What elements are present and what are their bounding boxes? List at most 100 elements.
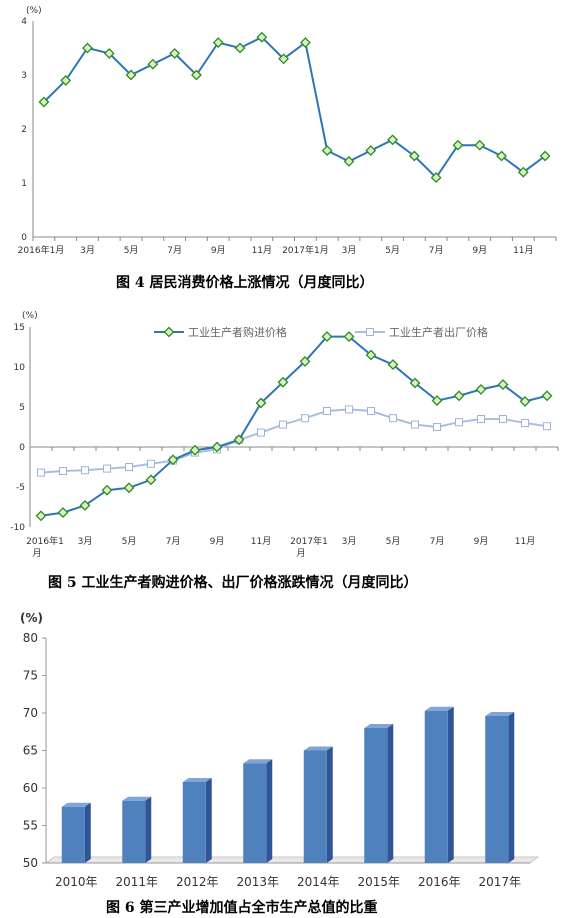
chart-6-bar xyxy=(485,716,509,863)
chart-4-point xyxy=(278,53,290,65)
chart-5-series-1-point xyxy=(35,510,47,522)
chart-5-ytick-label: 0 xyxy=(19,443,25,453)
chart-5-legend-marker xyxy=(366,328,374,336)
chart-4-point xyxy=(212,37,224,49)
chart-5-series-2-point xyxy=(477,415,485,423)
chart-5-legend-label: 工业生产者购进价格 xyxy=(188,325,287,339)
chart-5-series-2-point xyxy=(455,418,463,427)
chart-6-bar-top xyxy=(243,759,273,764)
chart-5-series-2-point xyxy=(191,448,199,457)
chart-5-series-2-point xyxy=(103,464,111,473)
chart-4-point xyxy=(60,74,72,86)
chart-6-bar-top xyxy=(424,706,454,711)
chart-4-point xyxy=(125,69,137,81)
chart-5-series-1-point xyxy=(321,331,333,343)
chart-5-series-2-point xyxy=(37,468,45,477)
chart-4-point xyxy=(365,145,377,157)
chart-5-series-1-point xyxy=(431,395,443,407)
chart-6-ytick-label: 60 xyxy=(23,781,38,795)
chart-5-series-2-point xyxy=(543,422,551,431)
chart-4-point xyxy=(496,150,507,162)
chart-4-ytick-label: 1 xyxy=(21,179,27,189)
chart-6-bar-top xyxy=(485,712,515,716)
chart-5-xtick-label: 3月 xyxy=(78,536,93,547)
chart-5-series-2-point xyxy=(301,414,309,423)
chart-5-series-1-point xyxy=(475,383,487,395)
chart-4-xtick-label: 9月 xyxy=(211,245,226,256)
chart-5-series-2-point xyxy=(257,428,265,437)
chart-5-series-2-point xyxy=(279,420,287,429)
chart-6-bar xyxy=(364,728,388,863)
chart-6-caption: 图 6 第三产业增加值占全市生产总值的比重 xyxy=(106,900,378,916)
chart-5-xtick-label: 月 xyxy=(296,548,305,559)
chart-4-ytick-label: 4 xyxy=(21,17,27,27)
chart-4-ytick-label: 3 xyxy=(21,71,27,81)
chart-4-xtick-label: 3月 xyxy=(80,245,95,256)
chart-5-series-1-point xyxy=(255,397,267,409)
chart-5-series-1-point xyxy=(277,376,289,388)
chart-6-ytick-label: 80 xyxy=(23,631,38,645)
chart-5-ytick-label: 10 xyxy=(14,363,26,373)
chart-4-point xyxy=(191,69,202,81)
chart-6-xtick-label: 2016年 xyxy=(418,875,461,889)
chart-4-xtick-label: 3月 xyxy=(342,245,357,256)
chart-5-xtick-label: 11月 xyxy=(515,536,535,547)
chart-4-xtick-label: 7月 xyxy=(167,245,182,256)
chart-5-series-2-point xyxy=(433,423,441,431)
chart-5-series-2-point xyxy=(499,415,507,423)
chart-6-bar-side xyxy=(447,706,454,863)
chart-4-ytick-label: 2 xyxy=(21,125,27,135)
chart-4-point xyxy=(82,42,93,54)
chart-5-xtick-label: 月 xyxy=(32,548,41,559)
chart-4-point xyxy=(38,96,50,108)
chart-4-point xyxy=(387,134,398,146)
chart-5-ylabel: (%) xyxy=(22,311,38,321)
chart-6-bar xyxy=(424,710,448,863)
chart-6-ytick-label: 55 xyxy=(23,819,38,833)
chart-5-xtick-label: 11月 xyxy=(251,536,271,547)
chart-5-xtick-label: 5月 xyxy=(122,536,137,547)
chart-5-xtick-label: 7月 xyxy=(166,536,181,547)
chart-5-series-1-point xyxy=(211,441,223,453)
chart-6-bar-side xyxy=(266,759,273,863)
chart-5-series-2-point xyxy=(389,414,397,423)
chart-5-series-2-line xyxy=(40,408,548,474)
chart-6-bar-side xyxy=(387,724,394,863)
chart-5-xtick-label: 9月 xyxy=(210,536,225,547)
chart-6-xtick-label: 2010年 xyxy=(55,875,98,889)
chart-6-ytick-label: 75 xyxy=(23,669,38,683)
chart-6-ytick-label: 50 xyxy=(23,856,38,870)
chart-4-point xyxy=(517,166,529,178)
chart-4-xtick-label: 2016年1月 xyxy=(18,244,65,256)
chart-5-series-1-point xyxy=(123,482,135,494)
chart-5-series-2-point xyxy=(323,407,331,415)
chart-5-legend-marker xyxy=(163,326,175,338)
chart-4-xtick-label: 5月 xyxy=(124,245,139,256)
chart-4-point xyxy=(430,172,442,184)
chart-5-series-2-point xyxy=(169,456,177,465)
chart-5-series-1-point xyxy=(519,395,531,407)
chart-4-xtick-label: 9月 xyxy=(472,245,487,256)
chart-6-bar-side xyxy=(145,796,152,863)
chart-5-series-1-point xyxy=(189,444,201,456)
chart-6-ylabel: (%) xyxy=(20,611,43,625)
chart-5-ytick-label: -5 xyxy=(16,483,25,493)
chart-5-xtick-label: 9月 xyxy=(474,536,489,547)
chart-5-series-1-point xyxy=(453,390,465,402)
chart-4-point xyxy=(343,155,355,167)
chart-6-bar-side xyxy=(84,802,91,863)
chart-5-series-2-point xyxy=(125,463,133,471)
chart-6-bar xyxy=(243,763,267,863)
chart-5-series-2-point xyxy=(59,467,67,475)
chart-5-series-1-point xyxy=(387,359,399,371)
chart-6-xtick-label: 2011年 xyxy=(115,875,158,889)
chart-5-xtick-label: 7月 xyxy=(430,536,445,547)
chart-6-xtick-label: 2017年 xyxy=(478,875,521,889)
chart-6-bar xyxy=(303,750,327,863)
chart-5-series-1-point xyxy=(365,349,377,361)
chart-4-xtick-label: 2017年1月 xyxy=(282,244,329,256)
chart-5-legend-label: 工业生产者出厂价格 xyxy=(389,325,488,339)
chart-6-floor xyxy=(44,856,540,864)
chart-5-series-1-point xyxy=(409,377,421,389)
chart-4-point xyxy=(299,37,311,49)
